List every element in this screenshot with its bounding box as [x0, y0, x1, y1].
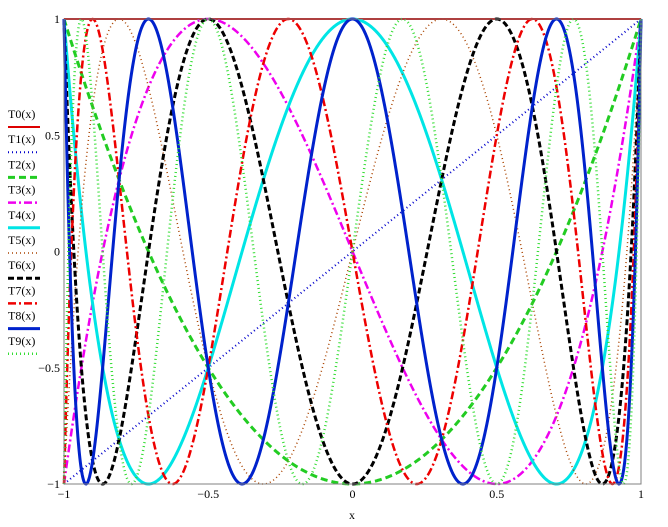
series-line-t9x — [62, 17, 643, 486]
series-line-t3x — [62, 17, 643, 486]
legend-label: T9(x) — [8, 334, 35, 348]
y-axis-ticks: −1 −0.5 0 0.5 1 — [38, 12, 60, 491]
x-tick-label: −0.5 — [197, 487, 219, 501]
plot-frame — [63, 18, 642, 485]
x-tick-label: 0.5 — [489, 487, 504, 501]
legend-label: T4(x) — [8, 208, 35, 222]
x-tick-label: 1 — [638, 487, 644, 501]
legend-label: T7(x) — [8, 283, 35, 297]
legend-label: T3(x) — [8, 183, 35, 197]
series-line-t2x — [62, 18, 643, 486]
x-tick-label: 0 — [350, 487, 356, 501]
legend-label: T1(x) — [8, 132, 35, 146]
legend-label: T5(x) — [8, 233, 35, 247]
x-axis-ticks: −1 −0.5 0 0.5 1 — [58, 487, 644, 501]
x-tick-label: −1 — [58, 487, 71, 501]
y-tick-label: −1 — [47, 477, 60, 491]
legend-label: T6(x) — [8, 258, 35, 272]
y-tick-label: −0.5 — [38, 361, 60, 375]
y-tick-label: 0 — [54, 245, 60, 259]
legend-label: T8(x) — [8, 309, 35, 323]
legend-label: T2(x) — [8, 157, 35, 171]
y-tick-label: 0.5 — [45, 128, 60, 142]
x-axis-label: x — [349, 508, 355, 522]
legend: T0(x) T1(x) T2(x) T3(x) T4(x) T5(x) T6(x) T7(x)… — [8, 107, 40, 356]
legend-label: T0(x) — [8, 107, 35, 121]
y-tick-label: 1 — [54, 12, 60, 26]
